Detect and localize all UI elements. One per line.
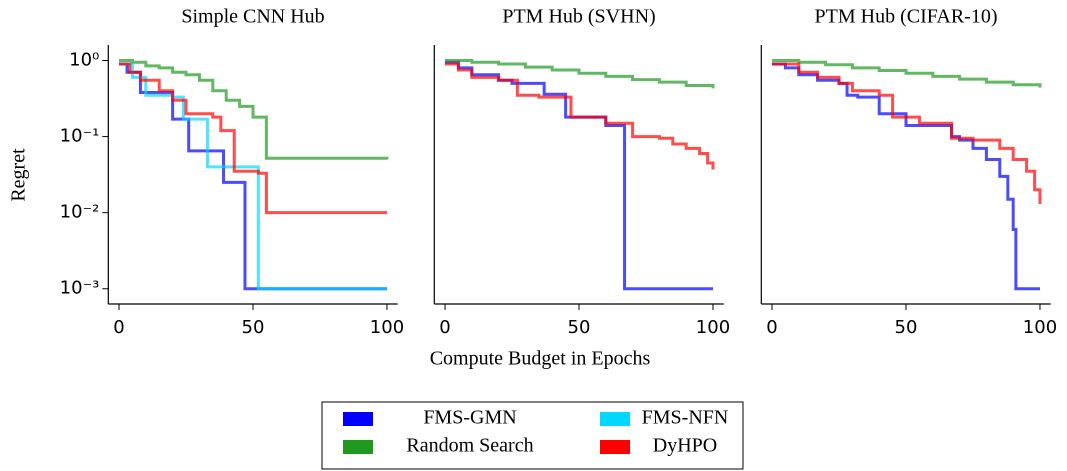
y-axis-label: Regret [8,148,30,202]
legend-swatch [600,440,630,454]
y-tick-label: 10⁰ [69,50,99,71]
y-tick-label: 10⁻³ [60,278,100,299]
x-tick-label: 0 [766,317,777,338]
legend-swatch [343,412,373,426]
series-line [772,62,1042,204]
x-tick-label: 100 [370,317,404,338]
y-tick-label: 10⁻² [60,202,100,223]
chart-title: Simple CNN Hub [181,6,324,28]
legend-label: FMS-GMN [423,407,516,429]
legend-label: Random Search [406,435,533,457]
x-tick-label: 100 [1023,317,1057,338]
series-line [119,62,387,215]
legend-swatch [343,440,373,454]
x-tick-label: 100 [696,317,730,338]
legend-label: DyHPO [653,435,717,457]
chart-title: PTM Hub (CIFAR-10) [815,6,998,28]
series-line [445,60,713,291]
series-line [772,62,1040,291]
legend-label: FMS-NFN [642,407,729,429]
x-tick-label: 50 [568,317,591,338]
legend-box [321,401,744,470]
series-line [119,62,387,291]
series-line [772,59,1042,88]
x-tick-label: 50 [242,317,265,338]
series-line [119,62,387,291]
chart-title: PTM Hub (SVHN) [502,6,655,28]
series-line [445,62,715,170]
series-line [119,59,389,160]
y-tick-label: 10⁻¹ [60,126,100,147]
legend-swatch [600,412,630,426]
x-axis-label: Compute Budget in Epochs [430,348,651,370]
x-tick-label: 0 [439,317,450,338]
series-line [445,59,715,89]
x-tick-label: 50 [895,317,918,338]
x-tick-label: 0 [113,317,124,338]
